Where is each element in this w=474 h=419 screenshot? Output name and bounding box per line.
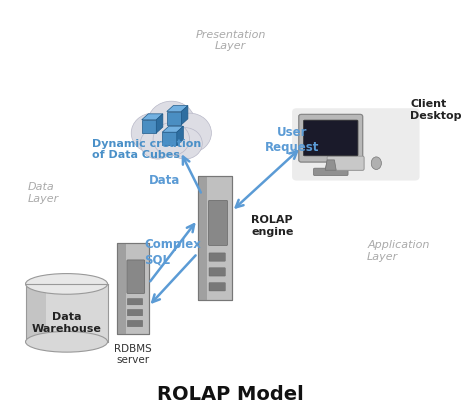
Polygon shape: [167, 106, 188, 111]
Polygon shape: [26, 284, 46, 342]
Polygon shape: [26, 284, 108, 342]
Polygon shape: [142, 114, 163, 120]
Ellipse shape: [26, 274, 108, 294]
FancyBboxPatch shape: [128, 321, 143, 327]
Circle shape: [131, 113, 175, 153]
Polygon shape: [325, 160, 336, 170]
Polygon shape: [325, 160, 336, 170]
Ellipse shape: [371, 157, 381, 169]
FancyBboxPatch shape: [128, 299, 143, 305]
Polygon shape: [162, 132, 177, 145]
Text: User
Request: User Request: [265, 126, 319, 154]
Circle shape: [168, 128, 202, 159]
Text: Presentation
Layer: Presentation Layer: [195, 30, 266, 51]
FancyBboxPatch shape: [304, 120, 358, 156]
Polygon shape: [117, 243, 126, 334]
Text: Data: Data: [149, 174, 180, 187]
Polygon shape: [117, 243, 148, 334]
FancyBboxPatch shape: [299, 114, 363, 162]
Polygon shape: [198, 176, 232, 300]
Text: Complex
SQL: Complex SQL: [144, 238, 201, 266]
Text: Client
Desktop: Client Desktop: [410, 99, 462, 121]
Polygon shape: [117, 243, 126, 334]
Polygon shape: [162, 126, 183, 132]
Circle shape: [168, 113, 211, 153]
FancyBboxPatch shape: [292, 108, 419, 181]
Polygon shape: [198, 176, 207, 300]
Text: Data
Warehouse: Data Warehouse: [32, 313, 101, 334]
FancyBboxPatch shape: [313, 168, 348, 176]
FancyBboxPatch shape: [304, 120, 358, 156]
FancyBboxPatch shape: [327, 156, 364, 170]
FancyBboxPatch shape: [209, 268, 225, 276]
Circle shape: [147, 101, 195, 144]
FancyBboxPatch shape: [209, 200, 228, 246]
Polygon shape: [156, 114, 163, 133]
Ellipse shape: [26, 331, 108, 352]
Polygon shape: [167, 111, 182, 125]
Text: Dynamic creation
of Data Cubes: Dynamic creation of Data Cubes: [91, 139, 201, 160]
Circle shape: [153, 123, 190, 156]
Polygon shape: [182, 106, 188, 125]
Polygon shape: [142, 120, 156, 133]
Text: RDBMS
server: RDBMS server: [114, 344, 152, 365]
FancyBboxPatch shape: [299, 114, 363, 162]
Ellipse shape: [371, 157, 381, 169]
Polygon shape: [177, 126, 183, 145]
FancyBboxPatch shape: [127, 260, 145, 293]
FancyBboxPatch shape: [128, 310, 143, 316]
Text: Data
Layer: Data Layer: [28, 182, 59, 204]
Text: ROLAP
engine: ROLAP engine: [251, 215, 293, 237]
Polygon shape: [198, 176, 207, 300]
FancyBboxPatch shape: [327, 156, 364, 170]
Text: Application
Layer: Application Layer: [367, 240, 429, 261]
FancyBboxPatch shape: [209, 283, 225, 291]
Text: ROLAP Model: ROLAP Model: [157, 385, 304, 404]
Circle shape: [140, 128, 175, 159]
FancyBboxPatch shape: [209, 253, 225, 261]
